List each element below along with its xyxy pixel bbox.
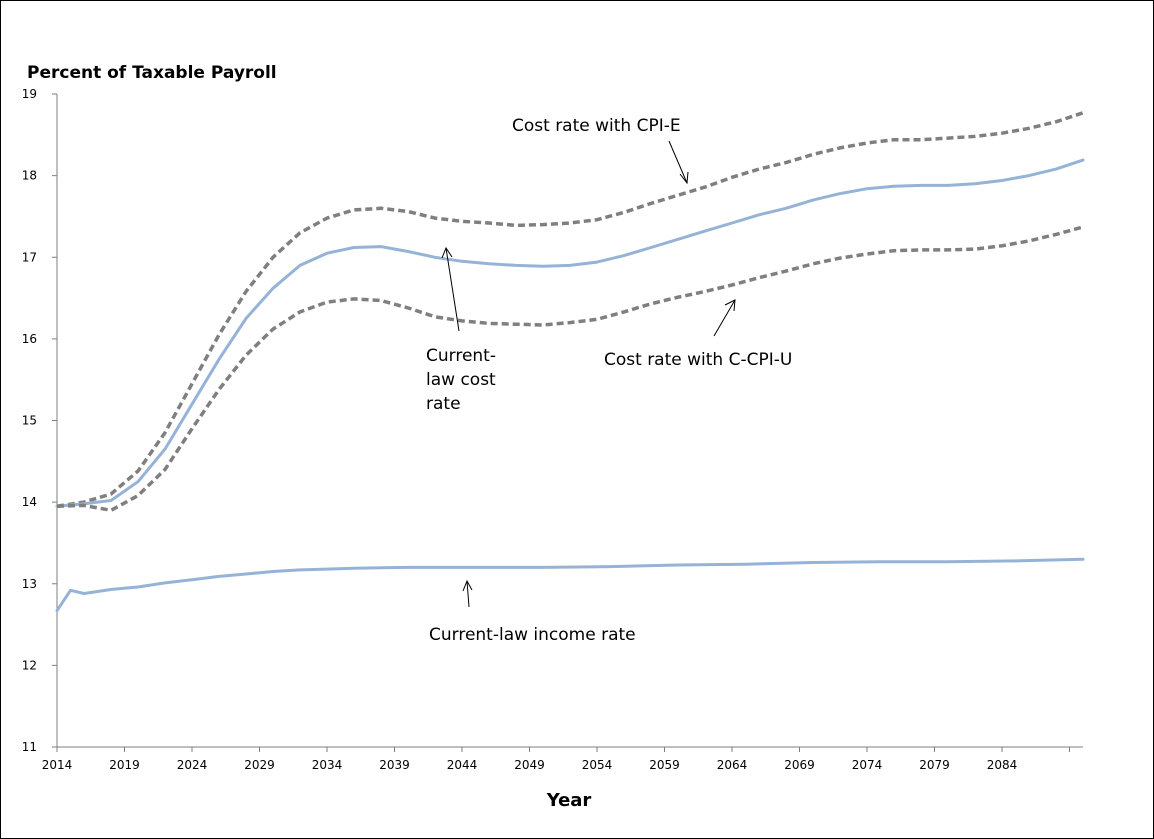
y-tick-label: 15 [22,414,37,428]
x-tick-label: 2029 [244,758,275,772]
series-line-current-law-income [55,557,1085,613]
arrow-current-law-income [462,579,473,608]
annotation-c-cpi-u: Cost rate with C-CPI-U [604,350,792,370]
annotation-current-law-cost-line-1: Current- [426,346,496,366]
arrow-cpi-e [668,140,689,185]
annotation-current-law-cost: Current- law cost rate [426,346,501,414]
series-line-c-cpi-u [56,225,1084,513]
x-tick-label: 2069 [784,758,815,772]
x-tick-label: 2044 [447,758,478,772]
x-tick-label: 2059 [649,758,680,772]
x-tick-label: 2019 [109,758,140,772]
x-tick-label: 2034 [312,758,343,772]
x-tick-label: 2074 [852,758,883,772]
axes [56,94,1083,748]
x-axis-title: Year [546,790,592,811]
y-axis-title: Percent of Taxable Payroll [27,63,277,83]
y-tick-label: 12 [22,658,37,672]
annotation-current-law-income: Current-law income rate [429,625,636,645]
x-tick-label: 2024 [177,758,208,772]
annotation-cpi-e: Cost rate with CPI-E [512,116,681,136]
series-line-cpi-e [56,111,1084,508]
y-ticks: 11 12 13 14 15 16 17 18 19 [22,87,57,754]
x-tick-label: 2079 [919,758,950,772]
y-tick-label: 17 [22,250,37,264]
x-tick-label: 2054 [582,758,613,772]
annotations: Cost rate with CPI-E Current- law cost r… [426,116,792,645]
x-ticks: 2014 2019 2024 2029 2034 2039 2044 2049 2054 2059… [42,747,1070,772]
x-tick-label: 2039 [379,758,410,772]
annotation-current-law-cost-line-2: law cost [426,370,496,390]
x-tick-label: 2049 [514,758,545,772]
y-tick-label: 13 [22,577,37,591]
annotation-arrows [441,140,736,608]
series-line-current-law-cost [55,158,1085,508]
y-tick-label: 14 [22,495,37,509]
arrow-current-law-cost [441,246,460,332]
x-tick-label: 2064 [717,758,748,772]
y-tick-label: 19 [22,87,37,101]
annotation-current-law-cost-line-3: rate [426,394,461,414]
arrow-c-cpi-u [713,299,736,337]
x-tick-label: 2014 [42,758,73,772]
y-tick-label: 18 [22,169,37,183]
y-tick-label: 16 [22,332,37,346]
y-tick-label: 11 [22,740,37,754]
x-tick-label: 2084 [987,758,1018,772]
series-group [55,111,1085,613]
